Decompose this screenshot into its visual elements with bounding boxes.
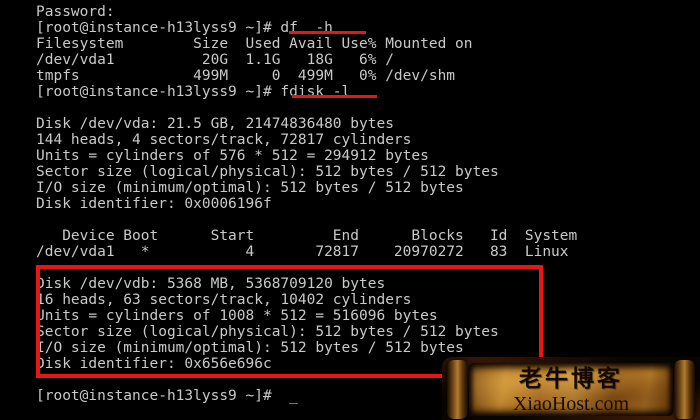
watermark-title: 老牛博客	[519, 366, 623, 392]
watermark-banner: 老牛博客 XiaoHost.com	[442, 357, 700, 420]
scroll-left-roll-icon	[447, 360, 468, 419]
annotation-underline-df-command	[289, 31, 366, 34]
terminal-line-vda-sector: Sector size (logical/physical): 512 byte…	[36, 164, 499, 180]
terminal-line-vdb-id: Disk identifier: 0x656e696c	[36, 356, 272, 372]
terminal-line-vdb-sector: Sector size (logical/physical): 512 byte…	[36, 324, 499, 340]
terminal-output: Password: [root@instance-h13lyss9 ~]# df…	[36, 4, 577, 404]
terminal-line-vda-heads: 144 heads, 4 sectors/track, 72817 cylind…	[36, 132, 412, 148]
watermark-site-url: XiaoHost.com	[512, 393, 630, 415]
terminal-line-vdb-units: Units = cylinders of 1008 * 512 = 516096…	[36, 308, 438, 324]
terminal-line-df-header: Filesystem Size Used Avail Use% Mounted …	[36, 36, 473, 52]
scroll-right-roll-icon	[674, 360, 695, 419]
annotation-box-vdb-section	[36, 265, 543, 378]
terminal-line-blank	[36, 212, 577, 228]
terminal-line: Password:	[36, 4, 115, 20]
terminal-line-part-header: Device Boot Start End Blocks Id System	[36, 228, 578, 244]
terminal-line-prompt-cursor[interactable]: [root@instance-h13lyss9 ~]# _	[36, 388, 298, 404]
terminal-line-blank	[36, 100, 577, 116]
terminal-line-vda-io: I/O size (minimum/optimal): 512 bytes / …	[36, 180, 464, 196]
terminal-line-vdb-io: I/O size (minimum/optimal): 512 bytes / …	[36, 340, 464, 356]
terminal-line-part-vda1: /dev/vda1 * 4 72817 20970272 83 Linux	[36, 244, 569, 260]
terminal-line-df-vda1: /dev/vda1 20G 1.1G 18G 6% /	[36, 52, 394, 68]
terminal-line-vda-disk: Disk /dev/vda: 21.5 GB, 21474836480 byte…	[36, 116, 394, 132]
annotation-underline-fdisk-command	[292, 95, 377, 98]
terminal-line-vdb-heads: 16 heads, 63 sectors/track, 10402 cylind…	[36, 292, 412, 308]
terminal-line-df-tmpfs: tmpfs 499M 0 499M 0% /dev/shm	[36, 68, 456, 84]
terminal-line-vdb-disk: Disk /dev/vdb: 5368 MB, 5368709120 bytes	[36, 276, 386, 292]
terminal-line-vda-id: Disk identifier: 0x0006196f	[36, 196, 272, 212]
terminal-line-prompt-df: [root@instance-h13lyss9 ~]# df -h	[36, 20, 333, 36]
scroll-parchment: 老牛博客 XiaoHost.com	[469, 363, 673, 416]
terminal-line-vda-units: Units = cylinders of 576 * 512 = 294912 …	[36, 148, 429, 164]
